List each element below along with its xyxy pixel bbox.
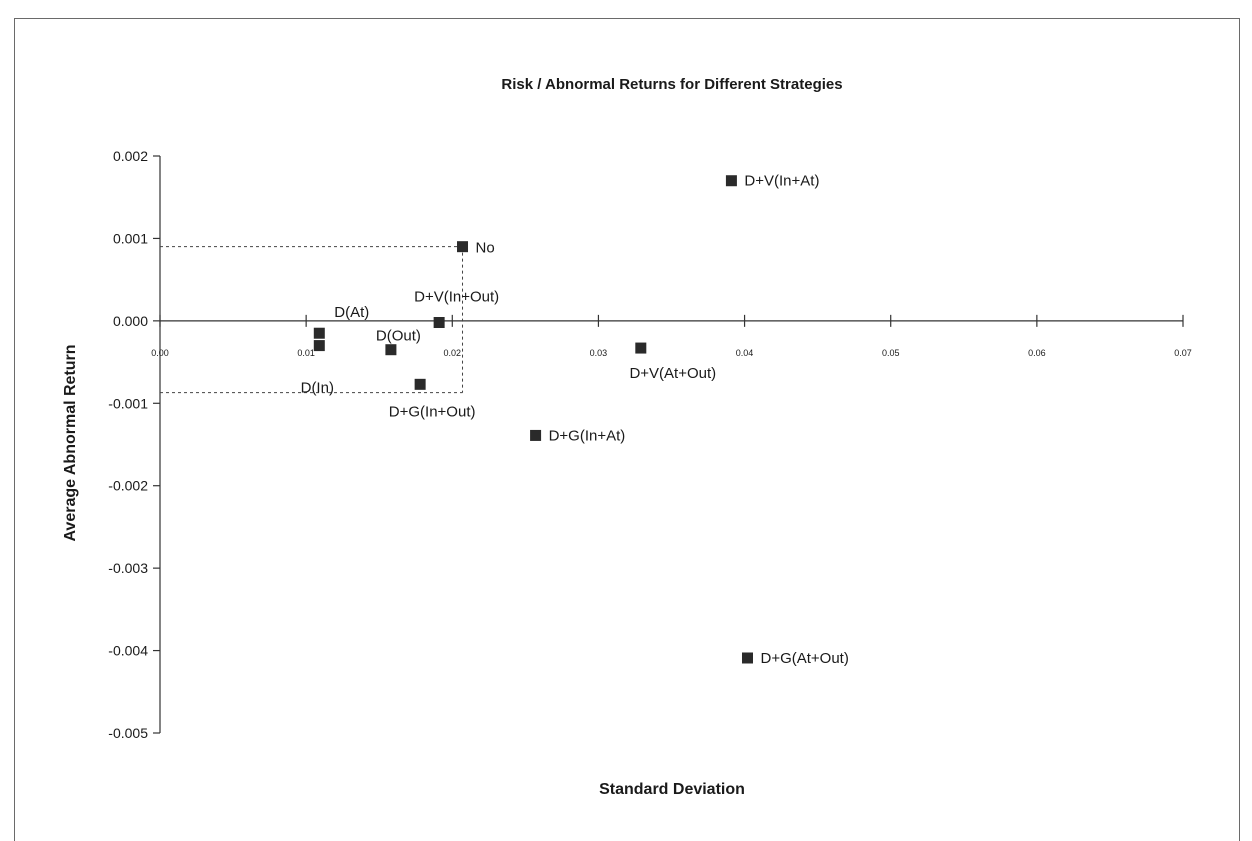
x-tick-label: 0.00 (151, 348, 169, 358)
data-point (385, 344, 397, 356)
data-point-label: D+V(In+Out) (414, 289, 499, 306)
data-point-label: D(In) (301, 380, 334, 397)
x-tick-label: 0.05 (882, 348, 900, 358)
x-tick-label: 0.07 (1174, 348, 1192, 358)
x-tick-label: 0.03 (590, 348, 608, 358)
y-tick-label: 0.001 (113, 230, 148, 246)
x-tick-label: 0.01 (297, 348, 315, 358)
data-point (414, 378, 426, 390)
data-point-label: No (476, 240, 495, 257)
data-point-label: D+G(At+Out) (760, 650, 848, 667)
data-point (635, 342, 647, 354)
data-point (313, 327, 325, 339)
chart-frame (14, 18, 1240, 841)
data-point-label: D+G(In+Out) (389, 403, 476, 420)
data-point-label: D+V(In+At) (744, 173, 819, 190)
y-tick-label: 0.000 (113, 313, 148, 329)
x-tick-label: 0.04 (736, 348, 754, 358)
data-point (433, 317, 445, 329)
y-axis-title: Average Abnormal Return (62, 344, 79, 541)
data-point (530, 429, 542, 441)
x-tick-label: 0.06 (1028, 348, 1046, 358)
data-point (725, 175, 737, 187)
y-tick-label: 0.002 (113, 148, 148, 164)
data-point-label: D(At) (334, 304, 369, 321)
data-point-label: D+V(At+Out) (629, 365, 716, 382)
data-point-label: D+G(In+At) (549, 427, 626, 444)
y-tick-label: -0.004 (108, 643, 148, 659)
axes: 0.002 0.001 0.000 -0.001 -0.002 -0.003 -0.004 -… (108, 148, 1191, 741)
y-tick-label: -0.005 (108, 725, 148, 741)
reference-lines (160, 246, 464, 394)
data-point (313, 340, 325, 352)
chart-title: Risk / Abnormal Returns for Different St… (501, 76, 842, 93)
y-tick-label: -0.001 (108, 395, 148, 411)
x-axis-title: Standard Deviation (599, 781, 745, 798)
data-points: No D+V(In+At) D(At) D(In) D(Out) D+V(In+Out) D… (301, 173, 849, 667)
data-point (741, 652, 753, 664)
data-point-label: D(Out) (376, 328, 421, 345)
data-point (457, 241, 469, 253)
x-tick-label: 0.02 (444, 348, 462, 358)
y-tick-label: -0.002 (108, 478, 148, 494)
y-tick-label: -0.003 (108, 560, 148, 576)
